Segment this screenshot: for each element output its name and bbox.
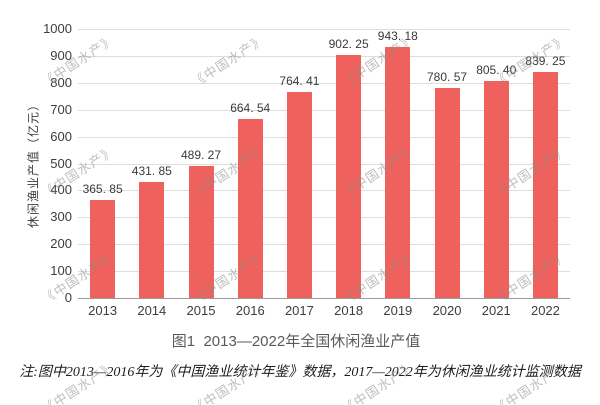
- gridline: [78, 29, 570, 30]
- y-tick-label: 500: [50, 155, 72, 171]
- gridline: [78, 163, 570, 165]
- bar: [336, 55, 362, 298]
- y-tick-label: 200: [50, 236, 72, 252]
- bar: [385, 47, 411, 298]
- gridline: [78, 82, 570, 84]
- bar: [90, 200, 116, 298]
- x-axis-ticks: 2013 2014 2015 2016 2017 2018 2019 2020 2021 2022: [78, 303, 570, 318]
- gridline: [78, 244, 570, 246]
- bar-slot: 805. 40: [472, 29, 521, 298]
- bar-value-label: 805. 40: [476, 63, 517, 77]
- bar: [483, 81, 509, 298]
- bar: [139, 182, 165, 298]
- bar-value-label: 839. 25: [525, 54, 566, 68]
- bar-value-label: 943. 18: [377, 29, 418, 43]
- y-tick-label: 900: [50, 47, 72, 63]
- gridline: [78, 271, 570, 273]
- y-tick-label: 0: [64, 290, 72, 305]
- gridline: [78, 136, 570, 138]
- gridline: [78, 109, 570, 111]
- bar: [188, 166, 214, 298]
- bar-value-label: 764. 41: [279, 74, 320, 88]
- bar-value-label: 431. 85: [131, 164, 172, 178]
- y-tick-label: 400: [50, 182, 72, 198]
- bar: [237, 119, 263, 298]
- footnote: 注:图中2013—2016年为《中国渔业统计年鉴》数据，2017—2022年为休…: [19, 365, 581, 380]
- y-tick-label: 100: [50, 263, 72, 279]
- x-tick-label: 2018: [334, 303, 364, 318]
- bar: [434, 88, 460, 298]
- y-tick-label: 800: [50, 74, 72, 90]
- bar-slot: 902. 25: [324, 29, 373, 298]
- x-tick-label: 2014: [137, 303, 167, 318]
- bar-value-label: 365. 85: [82, 182, 123, 196]
- x-tick-label: 2015: [186, 303, 216, 318]
- x-tick-label: 2016: [235, 303, 265, 318]
- plot-area: 365. 85 431. 85 489. 27 664. 54 764. 41 902. …: [78, 29, 570, 299]
- bar-value-label: 489. 27: [180, 148, 222, 162]
- gridline: [78, 217, 570, 219]
- bar-value-label: 664. 54: [230, 101, 271, 115]
- bar-slot: 764. 41: [275, 29, 324, 298]
- x-tick-label: 2020: [432, 303, 462, 318]
- bar-value-label: 780. 57: [427, 70, 468, 84]
- bar-slot: 431. 85: [127, 29, 176, 298]
- gridline: [78, 55, 570, 57]
- chart-title: 图1 2013—2022年全国休闲渔业产值: [171, 333, 421, 350]
- bar-slot: 780. 57: [422, 29, 471, 298]
- y-tick-label: 1000: [43, 21, 72, 36]
- bar-series: 365. 85 431. 85 489. 27 664. 54 764. 41 902. …: [78, 29, 570, 298]
- x-tick-label: 2021: [481, 303, 511, 318]
- x-tick-label: 2019: [383, 303, 413, 318]
- bar-slot: 839. 25: [521, 29, 570, 298]
- y-tick-label: 700: [50, 101, 72, 117]
- bar-slot: 489. 27: [176, 29, 225, 298]
- x-tick-label: 2022: [530, 303, 560, 318]
- x-tick-label: 2013: [88, 303, 118, 318]
- bar-slot: 365. 85: [78, 29, 127, 298]
- bar-slot: 943. 18: [373, 29, 422, 298]
- bar-slot: 664. 54: [226, 29, 275, 298]
- y-tick-label: 600: [50, 128, 72, 144]
- gridline: [78, 190, 570, 192]
- bar: [286, 92, 312, 298]
- bar: [532, 72, 558, 298]
- y-tick-label: 300: [50, 209, 72, 225]
- x-tick-label: 2017: [284, 303, 314, 318]
- bar-value-label: 902. 25: [328, 37, 369, 51]
